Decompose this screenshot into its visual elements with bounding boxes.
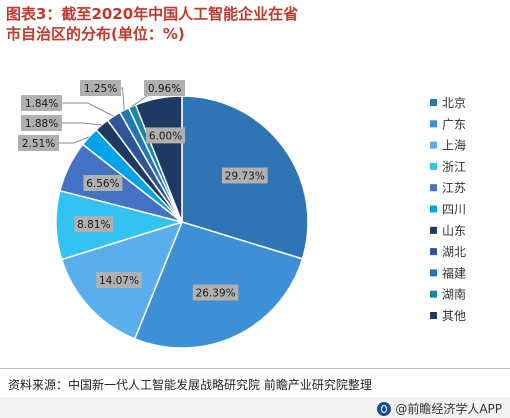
- legend-swatch: [430, 312, 437, 319]
- source-note: 资料来源：中国新一代人工智能发展战略研究院 前瞻产业研究院整理: [8, 378, 372, 392]
- leader-line: [59, 136, 90, 144]
- legend-item-label: 湖北: [442, 244, 466, 259]
- legend-item-label: 四川: [442, 203, 466, 217]
- legend-swatch: [430, 141, 437, 149]
- slice-label: 29.73%: [225, 171, 265, 183]
- legend-item-label: 江苏: [442, 181, 466, 195]
- legend-item-label: 上海: [442, 138, 466, 153]
- slice-label: 1.84%: [25, 98, 58, 110]
- slice-label-box: [146, 127, 185, 144]
- slice-label: 6.00%: [149, 130, 182, 142]
- pie-chart-svg: 29.73% 26.39% 14.07% 8.81% 6.56% 2.51% 1.88% 1.…: [18, 80, 466, 349]
- slice-label: 0.96%: [148, 83, 181, 95]
- leader-line: [62, 122, 102, 126]
- brand-logo-icon: [377, 401, 392, 416]
- pie-chart: 29.73% 26.39% 14.07% 8.81% 6.56% 2.51% 1.88% 1.…: [18, 80, 466, 349]
- slice-label: 6.56%: [86, 178, 119, 190]
- slice-labels: 29.73% 26.39% 14.07% 8.81% 6.56% 2.51% 1.88% 1.…: [18, 80, 268, 301]
- legend-swatch: [430, 290, 437, 298]
- legend-item-label: 广东: [442, 117, 466, 131]
- brand-mark: @前瞻经济学人APP: [377, 400, 502, 417]
- legend-item-label: 其他: [442, 309, 466, 323]
- legend-swatch: [430, 162, 437, 170]
- legend-item-label: 湖南: [442, 287, 466, 302]
- slice-label-box: [192, 284, 239, 301]
- legend-swatch: [430, 205, 437, 213]
- legend-item-label: 浙江: [442, 160, 466, 174]
- slice-label-box: [144, 80, 185, 96]
- slice-label-box: [18, 135, 59, 151]
- slice-label: 1.25%: [84, 83, 117, 95]
- footer-divider: [0, 368, 510, 369]
- brand-text: @前瞻经济学人APP: [395, 402, 502, 416]
- legend-swatch: [430, 184, 437, 192]
- slice-label-box: [21, 95, 62, 111]
- leader-line: [121, 87, 125, 111]
- slice-label: 2.51%: [22, 138, 55, 150]
- slice-label-box: [83, 175, 123, 191]
- slice-label-box: [222, 167, 268, 184]
- leader-line: [62, 102, 114, 117]
- legend-swatch: [430, 120, 437, 128]
- legend-swatch: [430, 269, 437, 277]
- slice-label: 8.81%: [77, 219, 110, 231]
- slice-label-box: [80, 80, 121, 96]
- slice-label-box: [74, 216, 114, 233]
- slice-label: 14.07%: [99, 275, 139, 287]
- chart-title: 图表3：截至2020年中国人工智能企业在省市自治区的分布(单位：%): [6, 5, 299, 43]
- slice-label: 1.88%: [25, 118, 58, 130]
- slice-label-box: [21, 115, 62, 131]
- legend-item-label: 山东: [442, 224, 466, 238]
- slice-label-box: [96, 272, 142, 288]
- legend-swatch: [430, 226, 437, 234]
- legend-swatch: [430, 99, 437, 106]
- legend-item-label: 福建: [442, 265, 466, 280]
- legend-swatch: [430, 248, 437, 256]
- legend-item-label: 北京: [442, 96, 466, 110]
- slice-label: 26.39%: [196, 288, 236, 300]
